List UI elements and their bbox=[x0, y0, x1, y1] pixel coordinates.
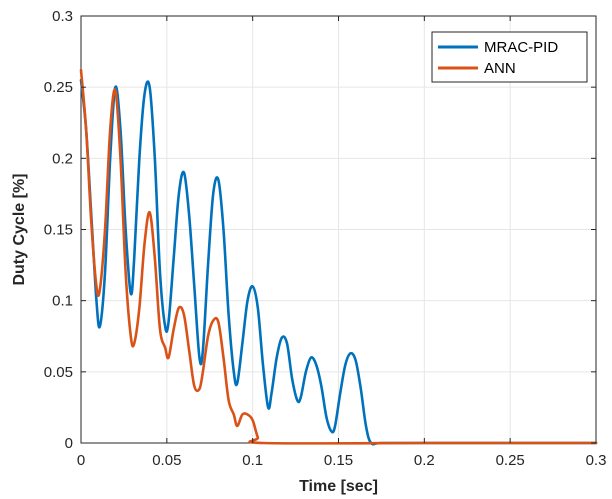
series-line-ann bbox=[79, 68, 598, 445]
legend-box bbox=[431, 31, 588, 83]
y-tick-label: 0.2 bbox=[52, 150, 73, 167]
y-tick-label: 0.25 bbox=[44, 79, 73, 96]
y-axis-title: Duty Cycle [%] bbox=[11, 173, 28, 285]
legend-label-mrac-pid: MRAC-PID bbox=[484, 39, 558, 56]
y-tick-label: 0 bbox=[65, 435, 73, 452]
y-tick-label: 0.05 bbox=[44, 364, 73, 381]
legend-label-ann: ANN bbox=[484, 60, 516, 77]
x-axis-title: Time [sec] bbox=[299, 478, 378, 495]
series-line-mrac-pid bbox=[79, 78, 598, 446]
x-tick-label: 0.1 bbox=[242, 452, 263, 469]
legend: MRAC-PID ANN bbox=[431, 31, 588, 83]
y-tick-label: 0.1 bbox=[52, 293, 73, 310]
x-tick-label: 0.15 bbox=[324, 452, 353, 469]
x-tick-label: 0.3 bbox=[586, 452, 607, 469]
x-tick-label: 0 bbox=[77, 452, 85, 469]
series-lines bbox=[79, 68, 598, 446]
x-tick-label: 0.25 bbox=[496, 452, 525, 469]
y-tick-label: 0.15 bbox=[44, 222, 73, 239]
axis-ticks: 0 0.05 0.1 0.15 0.2 0.25 0.3 0 0.05 0.1 0.15 0.2 0.2… bbox=[44, 8, 607, 469]
x-tick-label: 0.2 bbox=[414, 452, 435, 469]
x-tick-label: 0.05 bbox=[152, 452, 181, 469]
y-tick-label: 0.3 bbox=[52, 8, 73, 25]
